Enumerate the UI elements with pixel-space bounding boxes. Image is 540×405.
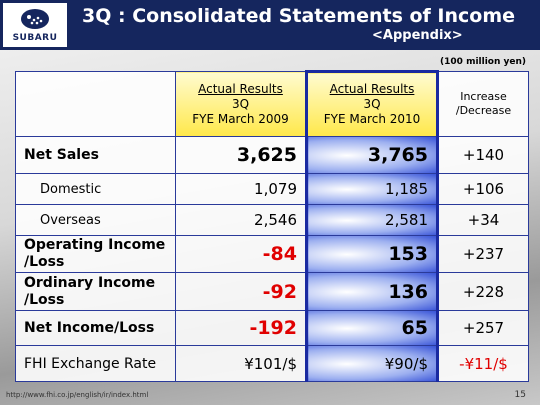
header-line: FYE March 2010 xyxy=(323,112,421,126)
logo: SUBARU xyxy=(3,3,67,47)
table-row: Domestic 1,079 1,185 +106 xyxy=(15,173,529,205)
column-header: Increase/Decrease xyxy=(437,71,529,137)
value-cell: +237 xyxy=(437,235,529,273)
value-cell: +257 xyxy=(437,310,529,346)
logo-text: SUBARU xyxy=(12,33,58,43)
table-row: Ordinary Income /Loss -92 136 +228 xyxy=(15,272,529,311)
table-row: Net Sales 3,625 3,765 +140 xyxy=(15,136,529,174)
value-cell: +228 xyxy=(437,272,529,311)
value-cell: 2,546 xyxy=(175,204,307,236)
header-line: Increase xyxy=(460,90,507,103)
value-cell: 3,625 xyxy=(175,136,307,174)
row-label: Ordinary Income /Loss xyxy=(15,272,176,311)
unit-note: (100 million yen) xyxy=(440,57,526,67)
value-cell: -¥11/$ xyxy=(437,345,529,382)
table-row: Operating Income /Loss -84 153 +237 xyxy=(15,235,529,273)
page-number: 15 xyxy=(514,390,526,400)
column-header: Actual Results 3Q FYE March 2009 xyxy=(175,71,307,137)
value-cell: +34 xyxy=(437,204,529,236)
header-line: /Decrease xyxy=(455,104,512,117)
value-cell: 3,765 xyxy=(305,136,439,174)
value-cell: ¥90/$ xyxy=(305,345,439,382)
corner-cell xyxy=(15,71,176,137)
value-cell: -84 xyxy=(175,235,307,273)
header-line: 3Q xyxy=(363,97,381,111)
value-cell: 1,185 xyxy=(305,173,439,205)
header-bar: SUBARU 3Q : Consolidated Statements of I… xyxy=(0,0,540,50)
value-cell: 153 xyxy=(305,235,439,273)
row-label: Domestic xyxy=(15,173,176,205)
row-label: Net Income/Loss xyxy=(15,310,176,346)
row-label: FHI Exchange Rate xyxy=(15,345,176,382)
value-cell: ¥101/$ xyxy=(175,345,307,382)
income-table: Actual Results 3Q FYE March 2009 Actual Re… xyxy=(15,70,529,382)
table-row: FHI Exchange Rate ¥101/$ ¥90/$ -¥11/$ xyxy=(15,345,529,382)
footer-url: http://www.fhi.co.jp/english/ir/index.ht… xyxy=(6,391,149,399)
value-cell: +140 xyxy=(437,136,529,174)
row-label: Operating Income /Loss xyxy=(15,235,176,273)
value-cell: -92 xyxy=(175,272,307,311)
table-row: Overseas 2,546 2,581 +34 xyxy=(15,204,529,236)
value-cell: -192 xyxy=(175,310,307,346)
row-label: Net Sales xyxy=(15,136,176,174)
row-label: Overseas xyxy=(15,204,176,236)
value-cell: +106 xyxy=(437,173,529,205)
column-header: Actual Results 3Q FYE March 2010 xyxy=(305,70,439,137)
header-line: 3Q xyxy=(231,96,250,111)
table-row: Net Income/Loss -192 65 +257 xyxy=(15,310,529,346)
header-row: Actual Results 3Q FYE March 2009 Actual Re… xyxy=(15,70,529,137)
header-line: Actual Results xyxy=(329,82,415,96)
value-cell: 1,079 xyxy=(175,173,307,205)
header-line: Actual Results xyxy=(198,81,283,96)
subtitle: <Appendix> xyxy=(372,28,463,43)
logo-emblem xyxy=(21,9,49,29)
value-cell: 2,581 xyxy=(305,204,439,236)
value-cell: 65 xyxy=(305,310,439,346)
title: 3Q : Consolidated Statements of Income xyxy=(82,5,516,27)
value-cell: 136 xyxy=(305,272,439,311)
header-line: FYE March 2009 xyxy=(192,111,289,126)
